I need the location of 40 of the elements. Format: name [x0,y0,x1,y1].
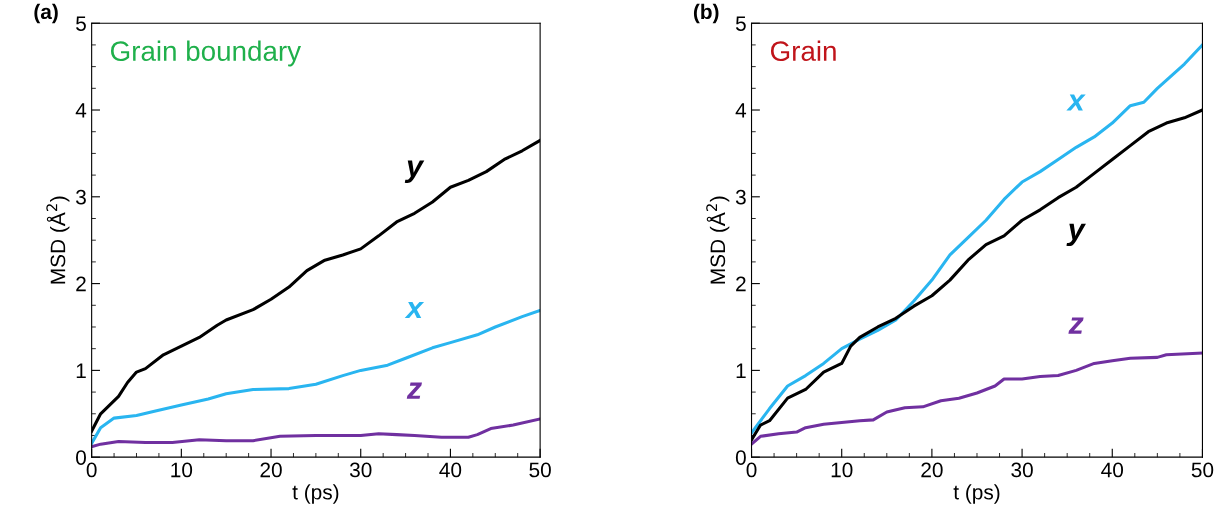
x-tick-label: 50 [1191,462,1214,478]
y-axis-title: MSD (Å$^{2}$) [46,196,70,284]
x-tick-label: 30 [1011,462,1033,478]
series-label: z [406,382,422,399]
y-tick-label: 2 [76,276,86,292]
x-tick-label: 50 [529,462,551,478]
line-series [751,351,1203,446]
x-tick-label: 0 [746,462,757,478]
y-tick-label: 1 [736,363,746,378]
series-label: y [404,160,425,183]
y-tick-label: 3 [735,189,746,205]
series-label: z [1068,317,1084,334]
series-label: y [1066,223,1086,247]
text: (a) [34,3,58,24]
text: (b) [693,3,719,24]
series-label: x [1066,94,1086,111]
y-tick-label: 2 [736,276,746,292]
x-tick-label: 30 [349,462,372,478]
series-label: x [404,301,425,319]
y-axis-title: MSD (Å$^{2}$) [706,196,730,284]
y-tick-label: 0 [735,450,746,465]
y-tick-label: 1 [76,363,86,378]
x-tick-label: 10 [171,462,193,478]
x-tick-label: 10 [831,462,853,478]
y-tick-label: 4 [735,103,747,118]
y-tick-label: 5 [76,16,86,31]
x-tick-label: 40 [439,462,462,478]
y-tick-label: 3 [76,189,86,205]
text: Grain boundary [110,40,302,67]
y-tick-label: 5 [735,16,746,31]
line-series [91,417,541,449]
x-axis-title: t (ps) [953,484,1000,504]
x-tick-label: 20 [260,462,282,478]
x-tick-label: 20 [921,462,943,478]
x-tick-label: 0 [86,462,97,478]
y-tick-label: 4 [75,103,87,118]
x-axis-title: t (ps) [292,484,339,504]
chart-title: Grain [770,40,836,61]
y-tick-label: 0 [76,450,86,465]
x-tick-label: 40 [1101,462,1124,478]
